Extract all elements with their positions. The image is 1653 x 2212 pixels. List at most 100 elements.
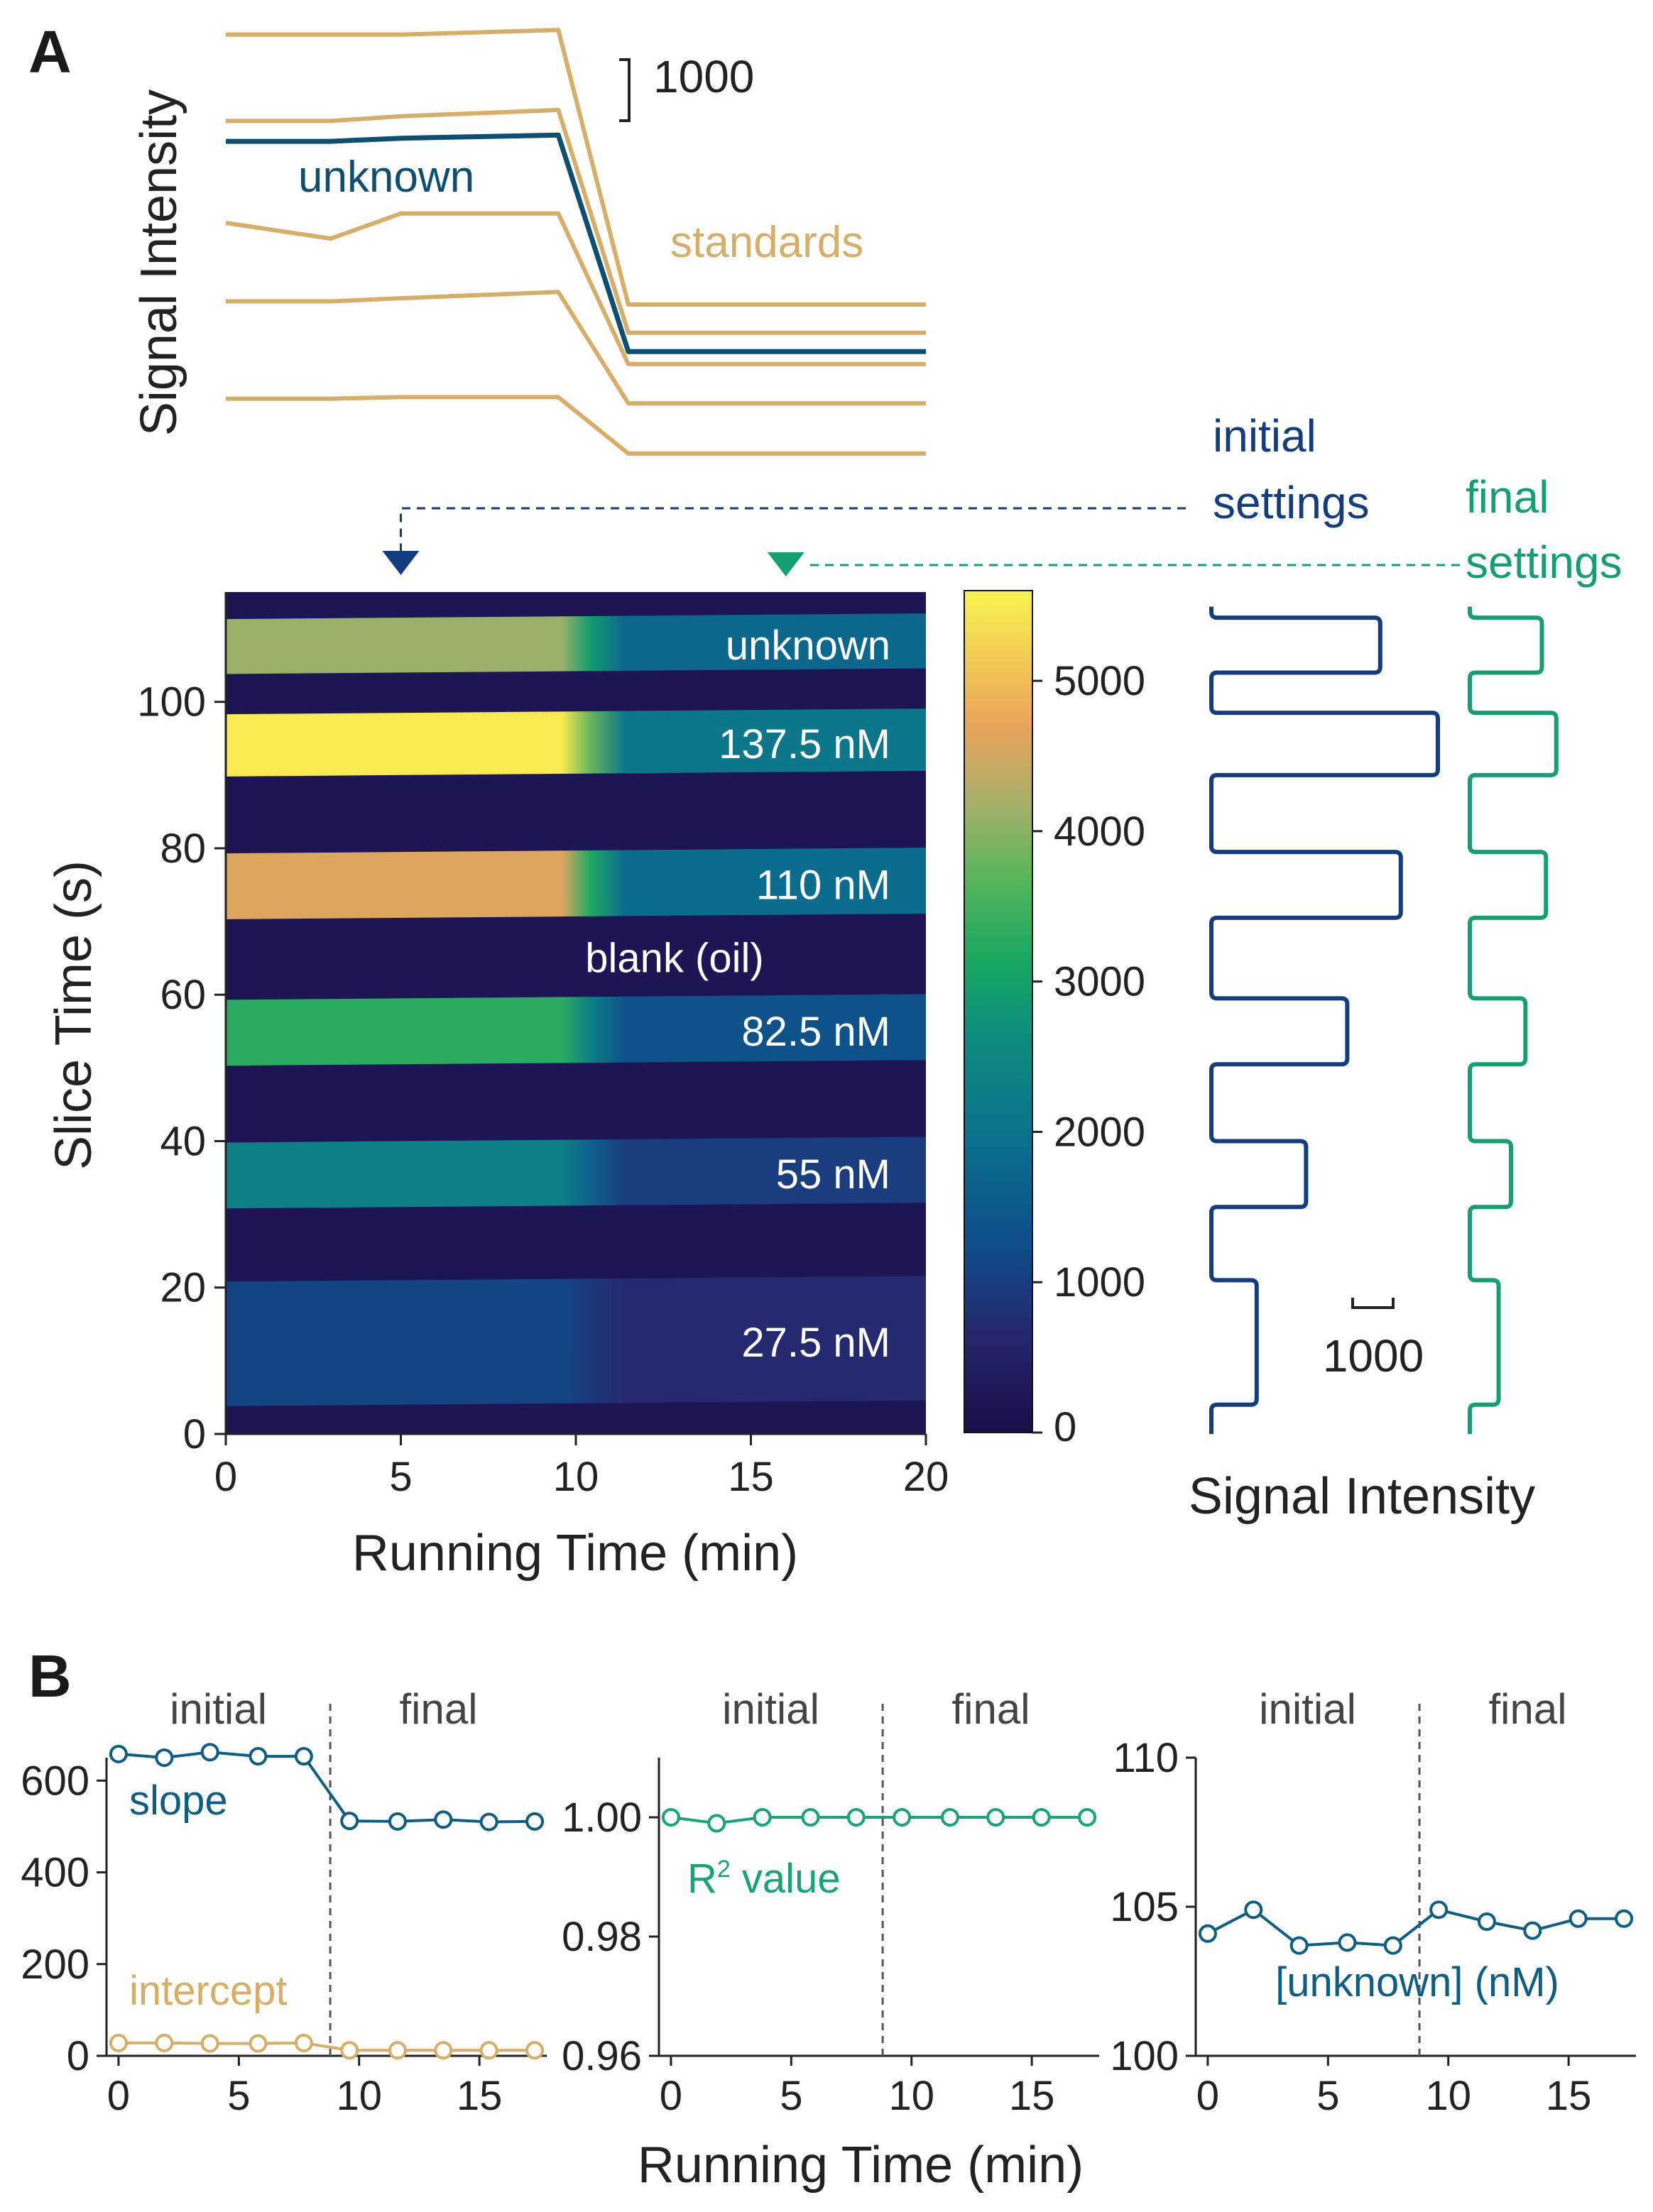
heatmap-band-label-3: 82.5 nM xyxy=(741,1009,890,1055)
panel-b-point xyxy=(1338,1933,1357,1952)
heatmap-ytick-label: 0 xyxy=(183,1411,206,1457)
panel-b-series-line-0 xyxy=(670,1816,1088,1825)
panel-b-point xyxy=(525,2041,545,2060)
top-trace-5 xyxy=(226,395,926,456)
panel-b-region-initial: initial xyxy=(1259,1685,1356,1733)
initial-settings-label-1: initial xyxy=(1213,410,1316,461)
final-settings-label-1: final xyxy=(1466,471,1549,522)
panel-b-xtick-label: 15 xyxy=(1009,2073,1055,2119)
final-settings-arrow xyxy=(767,552,1460,576)
top-scale-bar-label: 1000 xyxy=(653,51,754,102)
panel-b-point xyxy=(249,2034,268,2053)
heatmap-band-4 xyxy=(226,1137,926,1209)
r2-label-rest: value xyxy=(731,1856,841,1902)
heatmap-band-5 xyxy=(226,1276,926,1406)
panel-b-point xyxy=(200,1743,219,1762)
panel-b-xtick-label: 10 xyxy=(888,2073,934,2119)
panel-b-point xyxy=(200,2034,219,2053)
heatmap-ylabel: Slice Time (s) xyxy=(45,860,102,1170)
panel-b-region-initial: initial xyxy=(170,1685,267,1733)
panel-b-point xyxy=(155,2033,174,2052)
panel-b-point xyxy=(893,1808,912,1827)
panel-b-ytick-label: 105 xyxy=(1110,1884,1179,1930)
panel-b-point xyxy=(479,2041,498,2060)
panel-b-region-final: final xyxy=(1489,1685,1567,1733)
heatmap-band-label-4: 55 nM xyxy=(776,1151,890,1198)
panel-b-point xyxy=(249,1747,268,1766)
heatmap-ytick-label: 40 xyxy=(160,1118,206,1164)
panel-b-series-label-intercept: intercept xyxy=(129,1968,287,2014)
colorbar xyxy=(964,590,1033,1433)
panel-b-ytick-label: 0 xyxy=(67,2033,89,2079)
heatmap-band-label-0: unknown xyxy=(726,623,890,669)
panel-b-region-final: final xyxy=(400,1685,478,1733)
colorbar-tick-label: 1000 xyxy=(1054,1259,1145,1305)
colorbar-tick-label: 3000 xyxy=(1054,959,1145,1005)
colorbar-tick-label: 2000 xyxy=(1054,1109,1145,1155)
panel-b-ytick-label: 110 xyxy=(1113,1735,1179,1781)
panel-b-xtick-label: 15 xyxy=(1546,2073,1592,2119)
panel-b-point xyxy=(1569,1909,1588,1928)
panel-b-point xyxy=(661,1808,680,1827)
panel-b-xlabel: Running Time (min) xyxy=(638,2137,1084,2194)
panel-b-xtick-label: 5 xyxy=(780,2073,802,2119)
panel-b-xtick-label: 5 xyxy=(1316,2073,1339,2119)
heatmap-xtick-label: 10 xyxy=(553,1454,599,1500)
panel-b-xtick-label: 10 xyxy=(1425,2073,1471,2119)
heatmap-ytick-label: 20 xyxy=(160,1265,206,1311)
profiles-xlabel: Signal Intensity xyxy=(1189,1468,1535,1525)
panel-b-region-final: final xyxy=(952,1685,1030,1733)
heatmap-xtick-label: 15 xyxy=(728,1454,774,1500)
unknown-concentration-label: [unknown] (nM) xyxy=(1275,1959,1559,2005)
panel-b-point xyxy=(525,1812,545,1831)
heatmap-axes: 0 5 10 15 20 0 20 40 60 80 100 xyxy=(137,592,949,1500)
blank-oil-label: blank (oil) xyxy=(585,936,763,982)
profile-scale-bar: 1000 xyxy=(1323,1298,1424,1381)
heatmap-xtick-label: 0 xyxy=(214,1454,237,1500)
panel-b-xtick-label: 0 xyxy=(107,2073,130,2119)
heatmap-xlabel: Running Time (min) xyxy=(352,1525,798,1582)
top-trace-2 xyxy=(226,132,926,354)
heatmap-band-1 xyxy=(226,708,926,777)
panel-b-series-label-slope: slope xyxy=(129,1778,228,1824)
panel-b-point xyxy=(1244,1900,1263,1920)
panel-b-point xyxy=(479,1812,498,1832)
top-trace-4 xyxy=(226,290,926,406)
panel-b-ytick-label: 1.00 xyxy=(562,1795,642,1841)
unknown-trace-label: unknown xyxy=(298,153,474,202)
heatmap-band-label-1: 137.5 nM xyxy=(719,721,890,767)
colorbar-tick-label: 0 xyxy=(1054,1404,1076,1450)
initial-settings-dash xyxy=(400,507,1186,551)
panel-b-point xyxy=(294,1747,313,1766)
heatmap-ytick-label: 80 xyxy=(160,826,206,872)
r2-label-main: R xyxy=(687,1856,717,1902)
panel-a-label: A xyxy=(28,18,72,85)
heatmap-xtick-label: 20 xyxy=(903,1454,949,1500)
r2-label-sup: 2 xyxy=(717,1856,731,1883)
panel-b-point xyxy=(1429,1900,1449,1920)
panel-b-series-line-0 xyxy=(1206,1907,1625,1947)
profile-scale-bar-line xyxy=(1351,1298,1395,1309)
panel-b-point xyxy=(434,1810,453,1829)
slice-profile-final xyxy=(1468,606,1559,1434)
final-settings-triangle xyxy=(767,552,804,576)
panel-b-ytick-label: 400 xyxy=(21,1850,89,1896)
panel-b-point xyxy=(155,1748,174,1767)
panel-b-point xyxy=(1078,1808,1097,1827)
heatmap-band-label-2: 110 nM xyxy=(756,863,890,909)
panel-b-chart-2: 0 5 10 15 0.96 0.98 1.00 initial final R2 value xyxy=(562,1685,1099,2119)
panel-b-point xyxy=(109,1744,128,1763)
top-scale-bar: 1000 xyxy=(619,51,754,122)
top-trace-1 xyxy=(226,107,926,335)
top-traces-chart xyxy=(225,28,926,456)
slice-profile-initial xyxy=(1209,606,1440,1434)
panel-b-point xyxy=(986,1808,1005,1827)
panel-b-ytick-label: 0.96 xyxy=(562,2033,642,2079)
panel-b-point xyxy=(1615,1909,1634,1928)
panel-b-point xyxy=(846,1808,866,1827)
top-trace-0 xyxy=(226,28,926,307)
panel-b-point xyxy=(1477,1912,1496,1931)
panel-b-point xyxy=(109,2033,128,2052)
